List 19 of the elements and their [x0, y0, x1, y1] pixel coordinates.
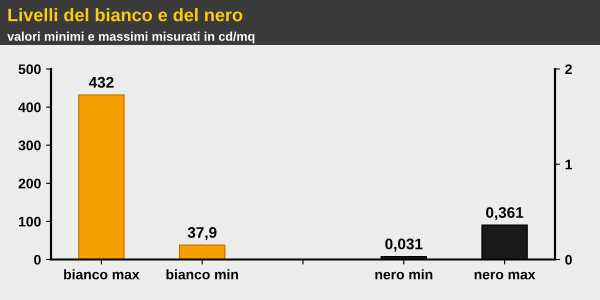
y-tick-label: 100 [18, 216, 41, 227]
y-tick-label: 400 [18, 102, 41, 112]
chart-subtitle: valori minimi e massimi misurati in cd/mq [7, 32, 254, 44]
y-tick-label: 300 [18, 140, 41, 150]
x-tick-label: nero min [375, 269, 432, 280]
y2-tick-label: 1 [566, 160, 572, 170]
x-tick-label: bianco max [64, 269, 140, 280]
y-tick-label: 0 [34, 254, 41, 265]
y2-tick-label: 2 [565, 64, 572, 74]
x-tick-label: bianco min [166, 269, 238, 280]
chart-title: Livelli del bianco e del nero [8, 8, 242, 22]
data-label: 37,9 [188, 227, 216, 240]
y2-tick-label: 0 [565, 254, 572, 265]
x-tick-label: nero max [474, 272, 536, 280]
y-tick-label: 200 [18, 178, 41, 188]
y-tick-label: 500 [18, 64, 41, 74]
data-label: 0,361 [486, 207, 524, 220]
data-label: 432 [88, 76, 114, 88]
data-label: 0,031 [385, 238, 422, 252]
